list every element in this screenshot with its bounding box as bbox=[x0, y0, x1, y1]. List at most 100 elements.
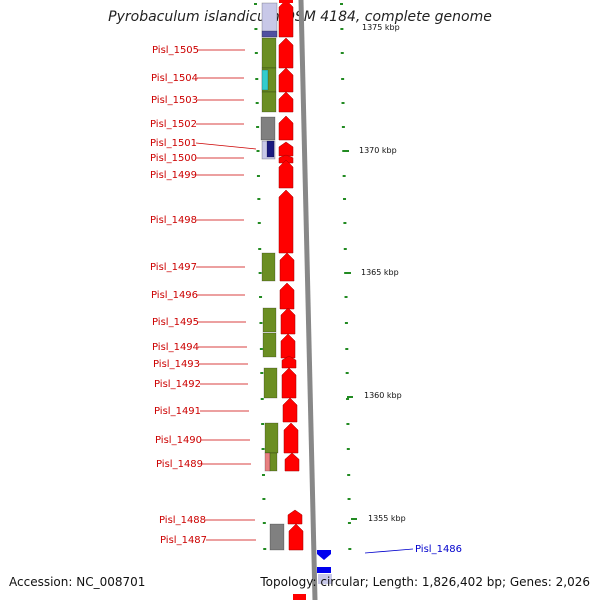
cog-bar bbox=[264, 422, 279, 454]
forward-gene-arrow bbox=[279, 282, 295, 310]
tick-mark bbox=[341, 126, 345, 128]
cog-bar bbox=[263, 367, 278, 399]
tick-marks bbox=[254, 3, 357, 550]
scale-label: 1360 kbp bbox=[364, 391, 402, 400]
forward-gene-arrow bbox=[278, 67, 294, 93]
tick-mark bbox=[343, 222, 347, 224]
tick-mark bbox=[341, 102, 345, 104]
major-tick bbox=[343, 150, 349, 152]
tick-mark bbox=[346, 423, 350, 425]
tick-mark bbox=[257, 198, 261, 200]
gene-label: Pisl_1486 bbox=[415, 544, 462, 555]
forward-gene-arrow bbox=[287, 509, 303, 525]
reverse-gene-arrow bbox=[317, 567, 331, 573]
cog-bar bbox=[318, 574, 332, 584]
gene-label: Pisl_1499 bbox=[150, 170, 197, 181]
tick-mark bbox=[343, 248, 347, 250]
forward-gene-arrow bbox=[278, 141, 294, 157]
tick-mark bbox=[261, 448, 265, 450]
cog-bar bbox=[260, 116, 276, 141]
tick-mark bbox=[263, 548, 267, 550]
tick-mark bbox=[260, 372, 264, 374]
cog-bars bbox=[260, 2, 285, 551]
cog-bar bbox=[261, 37, 277, 69]
gene-label: Pisl_1500 bbox=[150, 153, 197, 164]
cog-bar bbox=[262, 332, 277, 358]
cog-bar bbox=[269, 523, 285, 551]
tick-mark bbox=[256, 150, 260, 152]
tick-mark bbox=[340, 3, 343, 5]
scale-label: 1375 kbp bbox=[362, 23, 400, 32]
gene-label: Pisl_1495 bbox=[152, 317, 199, 328]
gene-label: Pisl_1498 bbox=[150, 215, 197, 226]
gene-label: Pisl_1501 bbox=[150, 138, 197, 149]
forward-gene-arrow bbox=[284, 452, 300, 472]
forward-gene-arrow bbox=[280, 307, 296, 335]
gene-label: Pisl_1488 bbox=[159, 515, 206, 526]
forward-gene-arrow bbox=[282, 397, 298, 423]
gene-label: Pisl_1502 bbox=[150, 119, 197, 130]
backbone-arc bbox=[298, 0, 318, 600]
forward-gene-arrow bbox=[281, 355, 297, 369]
forward-gene-arrow bbox=[288, 523, 304, 551]
tick-mark bbox=[344, 296, 348, 298]
cog-bar bbox=[266, 140, 275, 158]
tick-mark bbox=[342, 175, 346, 177]
gene-labels: Pisl_1505 Pisl_1504 Pisl_1503 Pisl_1502 Pisl… bbox=[150, 45, 462, 555]
gene-label: Pisl_1503 bbox=[151, 95, 198, 106]
forward-gene-arrow bbox=[278, 159, 294, 189]
scale-label: 1370 kbp bbox=[359, 146, 397, 155]
gene-label: Pisl_1494 bbox=[152, 342, 199, 353]
forward-gene-arrow bbox=[283, 422, 299, 454]
tick-mark bbox=[347, 498, 351, 500]
tick-mark bbox=[255, 78, 259, 80]
tick-mark bbox=[261, 474, 265, 476]
forward-gene-arrow bbox=[278, 115, 294, 141]
tick-mark bbox=[260, 398, 264, 400]
scale-label: 1355 kbp bbox=[368, 514, 406, 523]
forward-gene-arrow bbox=[279, 0, 293, 3]
forward-gene-arrow bbox=[278, 189, 294, 254]
major-tick bbox=[351, 518, 357, 520]
tick-mark bbox=[259, 348, 263, 350]
tick-mark bbox=[256, 175, 260, 177]
tick-mark bbox=[344, 322, 348, 324]
forward-gene-arrow bbox=[278, 0, 294, 38]
major-tick bbox=[347, 396, 353, 398]
tick-mark bbox=[345, 372, 349, 374]
tick-mark bbox=[347, 522, 351, 524]
tick-mark bbox=[254, 52, 258, 54]
tick-mark bbox=[340, 52, 344, 54]
cog-bar bbox=[262, 307, 277, 333]
gene-label: Pisl_1497 bbox=[150, 262, 197, 273]
tick-mark bbox=[261, 423, 265, 425]
cog-bar bbox=[264, 452, 271, 472]
gene-label: Pisl_1492 bbox=[154, 379, 201, 390]
leader-line bbox=[364, 548, 414, 554]
tick-mark bbox=[256, 126, 260, 128]
tick-mark bbox=[346, 448, 350, 450]
tick-mark bbox=[262, 498, 266, 500]
tick-mark bbox=[346, 398, 350, 400]
tick-mark bbox=[341, 78, 345, 80]
accession-label: Accession: NC_008701 bbox=[9, 575, 146, 589]
leader-line bbox=[195, 142, 257, 150]
cog-bar bbox=[261, 69, 269, 91]
genome-summary: Topology: circular; Length: 1,826,402 bp… bbox=[260, 575, 590, 589]
gene-label: Pisl_1493 bbox=[153, 359, 200, 370]
tick-mark bbox=[254, 3, 257, 5]
forward-gene-arrow bbox=[278, 37, 294, 69]
gene-arrows bbox=[278, 0, 332, 600]
cog-bar bbox=[261, 91, 277, 113]
tick-mark bbox=[340, 28, 344, 30]
tick-mark bbox=[255, 102, 259, 104]
tick-mark bbox=[262, 522, 266, 524]
gene-label: Pisl_1504 bbox=[151, 73, 198, 84]
gene-label: Pisl_1491 bbox=[154, 406, 201, 417]
reverse-gene-arrow bbox=[317, 550, 331, 560]
forward-gene-arrow bbox=[293, 594, 306, 600]
genome-backbone bbox=[298, 0, 318, 600]
forward-gene-arrow bbox=[279, 252, 295, 282]
forward-gene-arrow bbox=[281, 367, 297, 399]
